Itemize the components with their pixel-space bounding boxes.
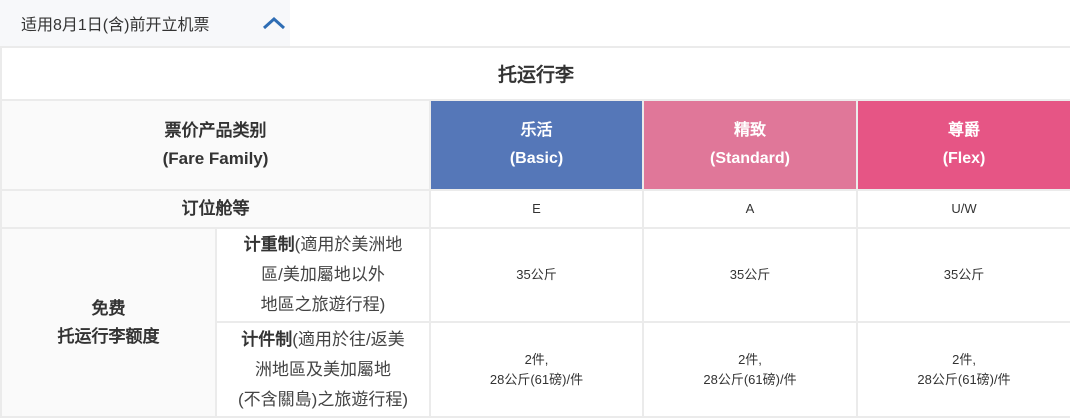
allowance-label-2: 托运行李额度: [57, 326, 160, 346]
weight-basic: 35公斤: [429, 227, 644, 323]
table-title: 托运行李: [0, 46, 1070, 101]
weight-flex: 35公斤: [855, 227, 1070, 323]
piece-system-bold: 计件制: [241, 329, 293, 349]
piece-system-line2: 洲地區及美加屬地: [255, 359, 391, 379]
weight-system-bold: 计重制: [243, 235, 295, 254]
baggage-table: 托运行李 票价产品类别 (Fare Family) 乐活 (Basic) 精致 (St…: [0, 46, 1070, 418]
weight-system-line3: 地區之旅遊行程): [260, 295, 386, 314]
family-name: 精致: [733, 122, 766, 139]
toggle-label: 适用8月1日(含)前开立机票: [21, 17, 210, 34]
weight-standard: 35公斤: [642, 227, 858, 323]
weight-system-line2: 區/美加屬地以外: [261, 265, 385, 284]
booking-class-label: 订位舱等: [0, 189, 431, 229]
piece-detail: 28公斤(61磅)/件: [489, 371, 584, 387]
piece-detail: 28公斤(61磅)/件: [917, 371, 1011, 387]
chevron-up-icon[interactable]: [262, 16, 286, 30]
allowance-label: 免费 托运行李额度: [0, 227, 217, 418]
piece-count: 2件,: [952, 351, 976, 367]
piece-count: 2件,: [524, 351, 549, 367]
family-flex-header: 尊爵 (Flex): [855, 99, 1070, 191]
piece-system-line1: (適用於往/返美: [292, 329, 405, 349]
fare-family-header: 票价产品类别 (Fare Family): [0, 99, 431, 191]
family-en: (Basic): [509, 150, 564, 167]
fare-family-label: 票价产品类别: [164, 121, 267, 140]
family-name: 乐活: [520, 122, 553, 139]
fare-family-label-en: (Fare Family): [162, 149, 269, 168]
piece-flex: 2件, 28公斤(61磅)/件: [855, 321, 1070, 418]
family-name: 尊爵: [948, 122, 981, 139]
family-en: (Standard): [710, 150, 790, 167]
family-basic-header: 乐活 (Basic): [429, 99, 644, 191]
date-applicability-toggle[interactable]: 适用8月1日(含)前开立机票: [0, 0, 290, 46]
piece-count: 2件,: [738, 351, 762, 367]
booking-class-flex: U/W: [855, 189, 1070, 229]
weight-system-label: 计重制(適用於美洲地區/美加屬地以外 地區之旅遊行程): [215, 227, 431, 323]
piece-detail: 28公斤(61磅)/件: [703, 371, 797, 387]
piece-basic: 2件, 28公斤(61磅)/件: [429, 321, 644, 418]
piece-system-line3: (不含關島)之旅遊行程): [238, 389, 408, 409]
weight-system-line1: (適用於美洲地: [294, 235, 403, 254]
booking-class-standard: A: [642, 189, 858, 229]
piece-standard: 2件, 28公斤(61磅)/件: [642, 321, 858, 418]
piece-system-label: 计件制(適用於往/返美洲地區及美加屬地 (不含關島)之旅遊行程): [215, 321, 431, 418]
family-en: (Flex): [942, 150, 986, 167]
booking-class-basic: E: [429, 189, 644, 229]
family-standard-header: 精致 (Standard): [642, 99, 858, 191]
allowance-label-1: 免费: [91, 298, 126, 318]
